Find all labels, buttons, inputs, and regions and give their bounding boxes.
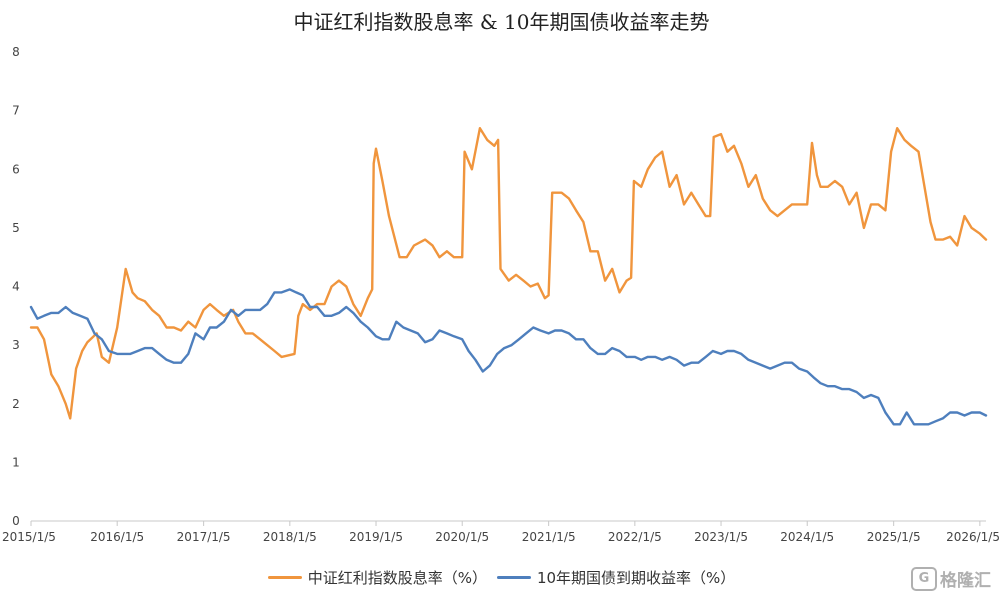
y-tick-label-3: 3 <box>12 338 20 352</box>
y-tick-label-2: 2 <box>12 397 20 411</box>
legend: 中证红利指数股息率（%） 10年期国债到期收益率（%） <box>0 567 1003 588</box>
series-line-1 <box>29 288 988 426</box>
y-tick-label-0: 0 <box>12 514 20 528</box>
x-tick-label-10: 2025/1/5 <box>867 530 921 544</box>
watermark-text: 格隆汇 <box>940 571 991 591</box>
x-tick-label-3: 2018/1/5 <box>263 530 317 544</box>
x-tick-label-4: 2019/1/5 <box>349 530 403 544</box>
x-tick-label-7: 2022/1/5 <box>608 530 662 544</box>
legend-label-bond-yield: 10年期国债到期收益率（%） <box>536 569 736 587</box>
watermark-logo-icon: G <box>911 566 937 591</box>
y-axis: 0 1 2 3 4 5 6 7 8 <box>12 45 20 528</box>
x-tick-label-1: 2016/1/5 <box>90 530 144 544</box>
y-tick-label-4: 4 <box>12 280 20 294</box>
x-axis: 2015/1/5 2016/1/5 2017/1/5 2018/1/5 2019/1/5… <box>2 520 1000 544</box>
y-tick-label-8: 8 <box>12 45 20 59</box>
watermark: G 格隆汇 <box>911 566 991 591</box>
x-tick-label-11: 2026/1/5 <box>946 530 1000 544</box>
x-tick-label-9: 2024/1/5 <box>780 530 834 544</box>
legend-item-dividend-yield[interactable]: 中证红利指数股息率（%） <box>267 567 487 588</box>
series-lines <box>29 126 988 426</box>
y-tick-label-6: 6 <box>12 162 20 176</box>
chart-title: 中证红利指数股息率 & 10年期国债收益率走势 <box>293 10 710 34</box>
x-tick-label-6: 2021/1/5 <box>522 530 576 544</box>
x-tick-label-5: 2020/1/5 <box>435 530 489 544</box>
y-tick-label-1: 1 <box>12 455 20 469</box>
y-tick-label-7: 7 <box>12 104 20 118</box>
x-tick-label-8: 2023/1/5 <box>694 530 748 544</box>
series-line-0 <box>29 126 988 420</box>
x-tick-label-2: 2017/1/5 <box>177 530 231 544</box>
legend-label-dividend-yield: 中证红利指数股息率（%） <box>307 569 487 587</box>
x-tick-label-0: 2015/1/5 <box>2 530 56 544</box>
legend-swatch-dividend-yield <box>267 576 302 579</box>
y-tick-label-5: 5 <box>12 221 20 235</box>
legend-swatch-bond-yield <box>496 576 531 579</box>
legend-item-bond-yield[interactable]: 10年期国债到期收益率（%） <box>496 567 736 588</box>
